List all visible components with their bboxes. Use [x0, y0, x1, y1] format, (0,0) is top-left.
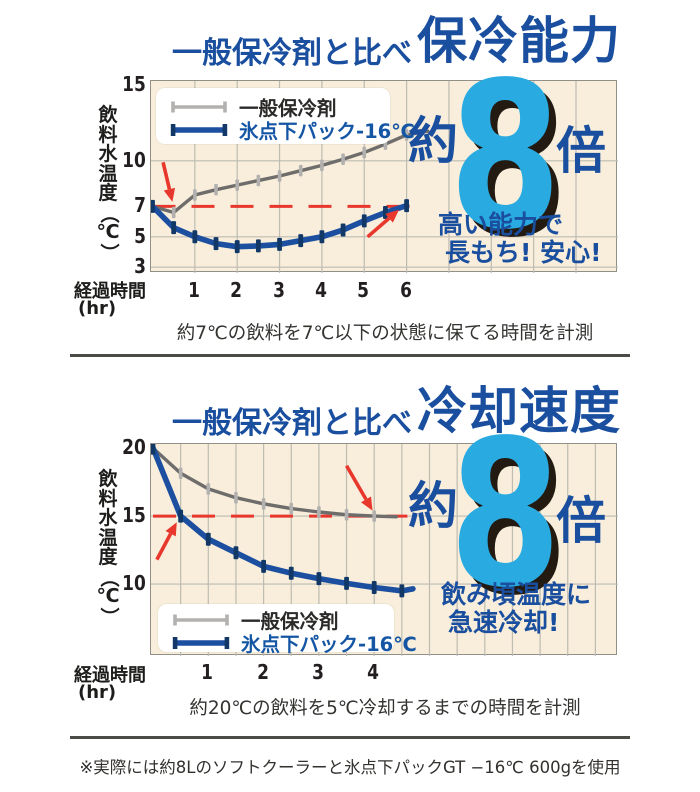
legend-label-pack: 氷点下パック-16℃ [241, 633, 417, 656]
y-tick-label: 3 [134, 254, 146, 279]
y-axis-title-char: 飲 [98, 468, 118, 490]
chart2-x-axis-unit: (hr) [78, 682, 117, 703]
y-axis-title-char: 水 [98, 143, 118, 165]
badge1-note-line1: 高い能力で [438, 210, 564, 239]
chart1-y-tick-labels: 15 10 7 5 3 [104, 72, 146, 278]
chart2-caption: 約20℃の飲料を5℃冷却するまでの時間を計測 [189, 698, 581, 719]
y-axis-title-char: 料 [98, 123, 118, 146]
x-tick-label: 3 [272, 278, 285, 302]
chart1-x-tick-labels: 1 2 3 4 5 6 [150, 279, 617, 303]
y-axis-title-char: ℃ [96, 221, 120, 243]
section2-title-lead: 一般保冷剤と比べ [172, 406, 412, 441]
y-axis-title-char: ℃ [96, 585, 120, 607]
x-tick-label: 6 [399, 278, 412, 302]
chart1-legend: 一般保冷剤 氷点下パック-16℃ [156, 88, 415, 144]
y-tick-label: 15 [122, 503, 146, 528]
y-axis-title-char: 度 [98, 182, 118, 204]
y-tick-label: 20 [122, 435, 146, 460]
legend-row-general: 一般保冷剤 [170, 609, 384, 633]
badge2-times: 倍 [556, 492, 606, 550]
chart2-x-axis-title: 経過時間 [74, 665, 146, 686]
legend-label-general: 一般保冷剤 [241, 610, 339, 633]
y-axis-title-char: 温 [98, 526, 118, 549]
y-tick-label: 15 [122, 71, 146, 96]
badge2-note: 飲み頃温度に 急速冷却! [441, 581, 591, 637]
y-axis-title-char: 度 [98, 546, 118, 568]
footer-divider [70, 736, 630, 739]
chart1-x-axis-unit: (hr) [78, 298, 117, 319]
badge2-number: 8 [449, 396, 562, 632]
chart2-y-tick-labels: 20 15 10 [104, 435, 146, 655]
badge1-note-line2: 長もち! 安心! [445, 238, 602, 267]
badge2-approx: 約 [408, 477, 458, 535]
x-tick-label: 4 [367, 660, 380, 684]
legend-row-general: 一般保冷剤 [168, 96, 380, 120]
y-tick-label: 10 [122, 571, 146, 596]
badge1-approx: 約 [408, 112, 458, 170]
gray-line-sample-icon [173, 614, 229, 625]
y-tick-label: 5 [134, 223, 146, 248]
badge2-note-line1: 飲み頃温度に [441, 580, 592, 609]
chart1-svg [151, 81, 618, 273]
y-axis-title-char: 料 [98, 487, 118, 510]
x-tick-label: 1 [201, 660, 214, 684]
section2-title-main: 冷却速度 [417, 382, 621, 440]
chart2-legend: 一般保冷剤 氷点下パック-16℃ [158, 604, 417, 656]
chart1-caption: 約7℃の飲料を7℃以下の状態に保てる時間を計測 [176, 323, 594, 344]
x-tick-label: 3 [311, 660, 324, 684]
legend-row-pack: 氷点下パック-16℃ [170, 632, 417, 656]
x-tick-label: 4 [314, 278, 327, 302]
section-divider [70, 354, 630, 357]
badge1-times: 倍 [556, 122, 606, 180]
badge1-note: 高い能力で 長もち! 安心! [438, 211, 602, 267]
x-tick-label: 5 [357, 278, 370, 302]
y-tick-label: 7 [134, 193, 146, 218]
badge2-note-line2: 急速冷却! [448, 608, 560, 637]
chart2-x-tick-labels: 1 2 3 4 [150, 661, 617, 685]
blue-line-sample-icon [170, 123, 228, 136]
x-tick-label: 2 [256, 660, 269, 684]
x-tick-label: 1 [187, 278, 200, 302]
legend-label-pack: 氷点下パック-16℃ [239, 120, 415, 143]
footnote: ※実際には約8Lのソフトクーラーと氷点下パックGT −16℃ 600gを使用 [79, 758, 621, 777]
y-tick-label: 10 [122, 147, 146, 172]
chart1-y-axis-title: 飲料水温度（℃） [94, 104, 122, 262]
y-axis-title-char: 温 [98, 162, 118, 185]
y-axis-title-char: 飲 [98, 104, 118, 126]
legend-label-general: 一般保冷剤 [239, 97, 337, 120]
y-axis-title-char: 水 [98, 507, 118, 529]
legend-row-pack: 氷点下パック-16℃ [168, 119, 415, 143]
chart2-svg [151, 444, 618, 656]
blue-line-sample-icon [172, 636, 230, 649]
x-tick-label: 2 [230, 278, 243, 302]
chart1-x-axis-title: 経過時間 [74, 281, 146, 302]
section1-title-main: 保冷能力 [417, 12, 621, 70]
badge1-number: 8 [449, 38, 562, 274]
gray-line-sample-icon [171, 101, 227, 112]
section1-title-lead: 一般保冷剤と比べ [172, 36, 412, 71]
chart2-y-axis-title: 飲料水温度（℃） [94, 468, 122, 626]
